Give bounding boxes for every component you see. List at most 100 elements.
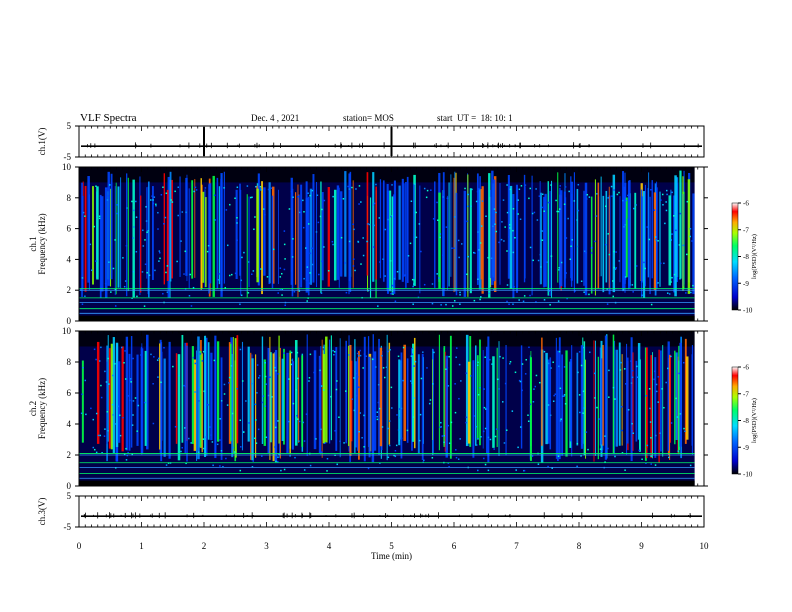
sferic-streak: [658, 349, 660, 463]
noise-speckle: [243, 251, 245, 254]
sferic-streak: [523, 174, 526, 283]
sferic-streak: [352, 180, 354, 288]
noise-speckle: [431, 457, 434, 459]
sferic-streak: [382, 180, 385, 282]
noise-speckle: [166, 291, 169, 293]
noise-speckle: [125, 447, 127, 450]
noise-speckle: [81, 277, 84, 279]
noise-speckle: [127, 395, 129, 397]
noise-speckle: [95, 358, 97, 361]
noise-speckle: [430, 189, 432, 191]
noise-speckle: [258, 375, 261, 377]
noise-speckle: [358, 203, 360, 205]
sferic-streak: [626, 357, 629, 444]
noise-speckle: [580, 455, 582, 457]
noise-speckle: [264, 405, 267, 407]
noise-speckle: [297, 418, 299, 420]
noise-speckle: [147, 230, 149, 232]
noise-speckle: [125, 459, 128, 461]
noise-speckle: [384, 228, 387, 231]
spectrogram-background: [79, 167, 704, 321]
noise-speckle: [317, 221, 320, 224]
sferic-streak: [291, 361, 294, 450]
noise-speckle: [601, 450, 603, 453]
noise-speckle: [95, 412, 98, 415]
noise-speckle: [108, 184, 111, 186]
noise-speckle: [560, 261, 563, 264]
noise-speckle: [649, 421, 652, 423]
sferic-streak: [371, 357, 375, 463]
noise-speckle: [152, 382, 154, 385]
noise-speckle: [111, 374, 114, 377]
noise-speckle: [670, 422, 673, 424]
noise-speckle: [457, 239, 460, 242]
sferic-streak: [163, 173, 166, 285]
noise-speckle: [95, 185, 97, 187]
noise-speckle: [123, 453, 126, 456]
sferic-streak: [406, 176, 409, 283]
sferic-streak: [481, 186, 484, 294]
noise-speckle: [388, 444, 391, 447]
noise-speckle: [509, 362, 511, 365]
noise-speckle: [487, 469, 490, 472]
noise-speckle: [631, 422, 633, 425]
noise-speckle: [288, 208, 291, 210]
noise-speckle: [689, 235, 691, 238]
noise-speckle: [457, 458, 460, 460]
noise-speckle: [558, 208, 561, 210]
noise-speckle: [336, 380, 338, 382]
noise-speckle: [512, 208, 515, 210]
frequency-tick-label: 4: [67, 419, 72, 429]
noise-speckle: [93, 448, 96, 451]
noise-speckle: [252, 270, 255, 272]
noise-speckle: [194, 186, 197, 189]
noise-speckle: [105, 381, 108, 383]
sferic-streak: [354, 339, 356, 453]
sferic-streak: [403, 344, 407, 442]
noise-speckle: [277, 373, 280, 375]
noise-speckle: [413, 283, 415, 285]
noise-speckle: [689, 464, 692, 467]
noise-speckle: [643, 261, 645, 264]
noise-speckle: [376, 418, 379, 421]
noise-speckle: [477, 393, 480, 396]
time-tick-label: 3: [264, 541, 269, 551]
noise-speckle: [133, 226, 135, 228]
sferic-streak: [507, 174, 510, 279]
noise-speckle: [277, 460, 279, 463]
noise-speckle: [204, 187, 207, 189]
noise-speckle: [439, 236, 441, 239]
noise-speckle: [357, 241, 360, 243]
no-data-region: [694, 331, 704, 486]
noise-speckle: [381, 354, 383, 357]
noise-speckle: [646, 444, 649, 447]
noise-speckle: [351, 186, 353, 189]
noise-speckle: [558, 350, 561, 353]
noise-speckle: [192, 286, 195, 289]
sferic-streak: [246, 194, 248, 298]
noise-speckle: [239, 419, 241, 422]
noise-speckle: [596, 406, 598, 409]
noise-speckle: [569, 258, 572, 261]
noise-speckle: [665, 189, 668, 192]
noise-speckle: [493, 448, 495, 450]
sferic-streak: [88, 194, 91, 290]
noise-speckle: [451, 247, 453, 249]
noise-speckle: [517, 446, 519, 449]
noise-speckle: [216, 443, 219, 446]
sferic-streak: [601, 358, 603, 445]
noise-speckle: [183, 273, 185, 275]
noise-speckle: [348, 354, 350, 356]
sferic-streak: [379, 179, 382, 279]
noise-speckle: [249, 196, 252, 199]
sferic-streak: [438, 192, 441, 289]
sferic-streak: [465, 334, 469, 447]
noise-speckle: [184, 250, 187, 253]
noise-speckle: [614, 455, 616, 458]
noise-speckle: [264, 375, 267, 378]
noise-speckle: [190, 442, 192, 444]
sferic-streak: [545, 352, 548, 445]
noise-speckle: [143, 305, 146, 307]
sferic-streak: [413, 184, 415, 280]
noise-speckle: [297, 377, 299, 380]
